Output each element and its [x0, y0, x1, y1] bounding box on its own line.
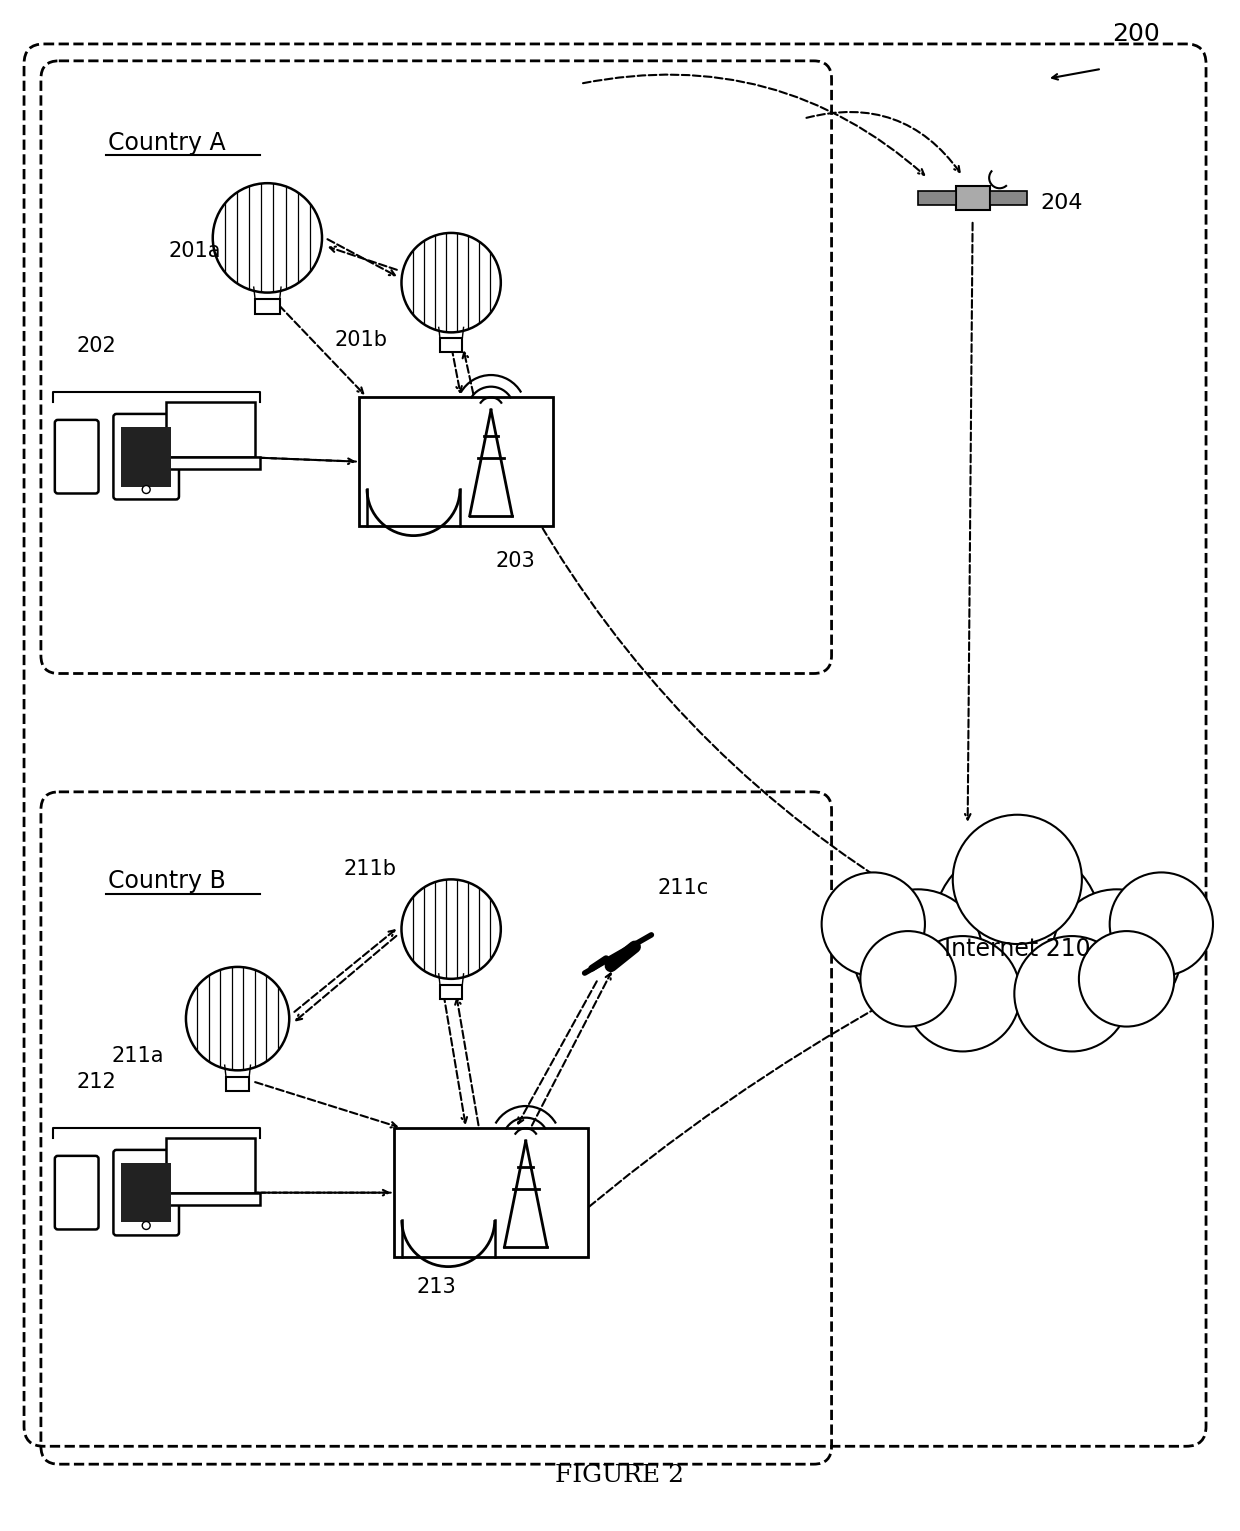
Circle shape: [1079, 931, 1174, 1027]
Circle shape: [905, 935, 1021, 1052]
Text: 211b: 211b: [343, 859, 397, 879]
Text: 213: 213: [417, 1277, 456, 1297]
Bar: [990, 191, 1028, 205]
Bar: [440, 338, 463, 352]
FancyBboxPatch shape: [55, 1156, 98, 1229]
Text: 212: 212: [77, 1072, 117, 1092]
Text: 211a: 211a: [112, 1047, 164, 1067]
Bar: [226, 1076, 249, 1092]
Bar: [440, 984, 463, 998]
Circle shape: [402, 879, 501, 978]
Circle shape: [952, 814, 1081, 945]
Circle shape: [932, 845, 1102, 1014]
Text: FIGURE 2: FIGURE 2: [556, 1464, 684, 1487]
Text: 201a: 201a: [169, 240, 221, 260]
Bar: [918, 191, 956, 205]
Bar: [394, 1128, 588, 1257]
Circle shape: [861, 931, 956, 1027]
Text: 211c: 211c: [657, 879, 709, 899]
Text: Country A: Country A: [108, 132, 226, 156]
Circle shape: [1110, 873, 1213, 975]
Bar: [122, 427, 171, 487]
Text: Internet 210: Internet 210: [944, 937, 1091, 961]
Bar: [161, 1193, 260, 1205]
Circle shape: [402, 233, 501, 332]
Circle shape: [143, 485, 150, 493]
Bar: [360, 397, 553, 527]
Text: 200: 200: [1112, 21, 1159, 46]
Bar: [956, 185, 990, 210]
Circle shape: [186, 968, 289, 1070]
Circle shape: [213, 184, 322, 292]
Text: Country B: Country B: [108, 870, 226, 894]
Bar: [255, 299, 280, 314]
Text: 202: 202: [77, 337, 117, 357]
Circle shape: [853, 890, 982, 1018]
FancyBboxPatch shape: [55, 419, 98, 493]
Text: 201b: 201b: [335, 331, 388, 351]
FancyBboxPatch shape: [113, 1150, 179, 1236]
Bar: [166, 1138, 255, 1193]
Circle shape: [822, 873, 925, 975]
Bar: [166, 403, 255, 456]
Circle shape: [143, 1222, 150, 1229]
FancyBboxPatch shape: [113, 413, 179, 499]
Bar: [161, 456, 260, 468]
Text: 204: 204: [1040, 193, 1083, 213]
Circle shape: [1014, 935, 1130, 1052]
Text: 203: 203: [496, 551, 536, 571]
Bar: [122, 1164, 171, 1222]
Circle shape: [1052, 890, 1182, 1018]
